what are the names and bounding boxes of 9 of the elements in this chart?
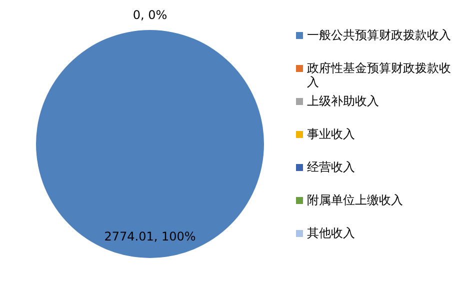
legend-label: 事业收入 xyxy=(307,127,355,141)
legend-label: 其他收入 xyxy=(307,226,355,240)
legend-label: 附属单位上缴收入 xyxy=(307,193,403,207)
legend-label: 政府性基金预算财政拨款收入 xyxy=(307,61,452,89)
text: 0, 0% xyxy=(132,8,168,22)
legend-label: 一般公共预算财政拨款收入 xyxy=(307,28,451,42)
legend-label: 上级补助收入 xyxy=(307,94,379,108)
data-label: 2774.01, 100% xyxy=(104,230,196,244)
legend-label: 经营收入 xyxy=(307,160,355,174)
